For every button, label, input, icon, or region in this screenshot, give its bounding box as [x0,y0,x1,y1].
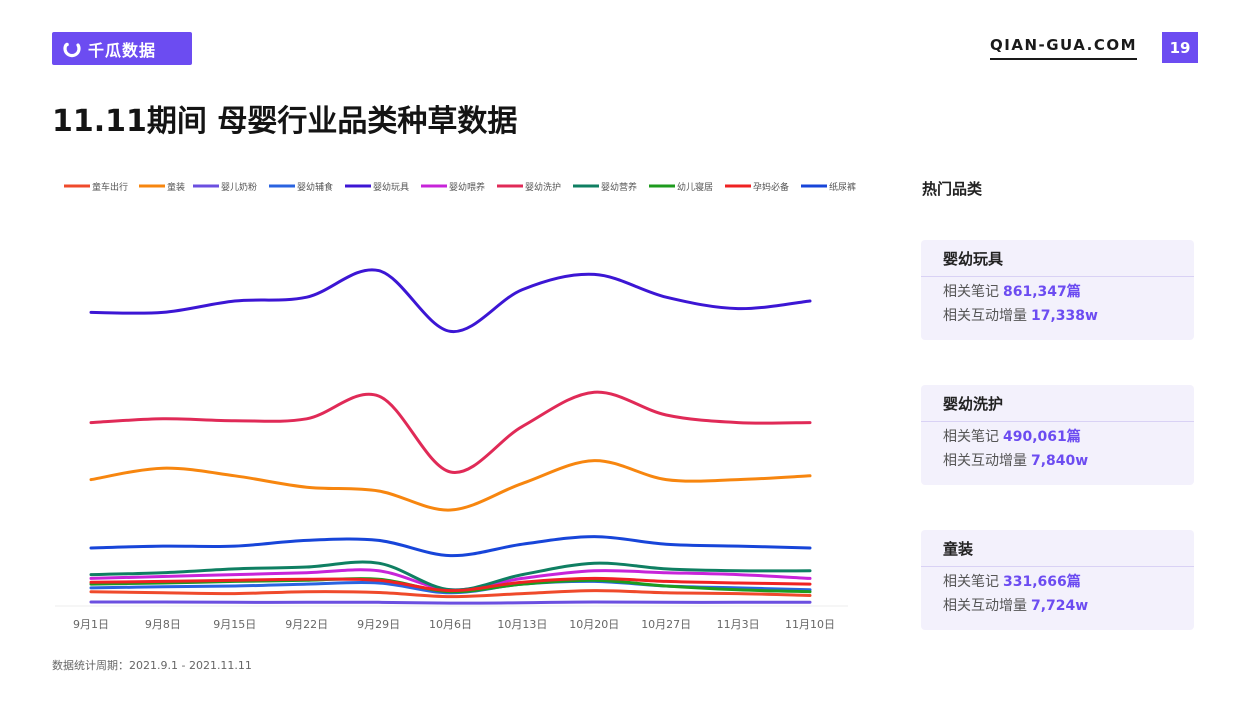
series-layer [89,268,812,605]
legend-item[interactable]: 童装 [139,181,185,193]
series-line [89,268,812,333]
legend-label: 纸尿裤 [829,181,856,193]
legend-item[interactable]: 婴幼辅食 [269,181,333,193]
x-tick-label: 11月3日 [717,618,760,631]
legend-label: 婴幼洗护 [525,181,561,193]
notes-value: 861,347篇 [1003,284,1081,300]
category-name: 婴幼洗护 [921,385,1194,422]
series-line [89,535,812,558]
x-tick-label: 9月22日 [285,618,328,631]
interaction-row: 相关互动增量 7,840w [921,452,1194,470]
legend-item[interactable]: 婴儿奶粉 [193,181,257,193]
series-line [89,600,812,605]
legend-item[interactable]: 纸尿裤 [801,181,856,193]
chart-legend: 童车出行 童装 婴儿奶粉 婴幼辅食 婴幼玩具 婴幼喂养 婴幼洗护 婴幼营养 幼儿寝居 孕妈必备 纸尿… [64,181,856,193]
interaction-label: 相关互动增量 [943,453,1027,469]
data-period-note: 数据统计周期：2021.9.1 - 2021.11.11 [52,659,252,672]
legend-label: 婴幼玩具 [373,181,409,193]
notes-label: 相关笔记 [943,284,999,300]
interaction-value: 7,840w [1031,453,1089,469]
legend-label: 婴儿奶粉 [221,181,257,193]
legend-label: 孕妈必备 [753,181,789,193]
line-chart: 童车出行 童装 婴儿奶粉 婴幼辅食 婴幼玩具 婴幼喂养 婴幼洗护 婴幼营养 幼儿寝居 孕妈必备 纸尿… [55,181,856,631]
legend-item[interactable]: 幼儿寝居 [649,181,713,193]
x-tick-label: 10月13日 [497,618,547,631]
series-line [89,589,812,599]
x-tick-label: 9月15日 [213,618,256,631]
interaction-value: 17,338w [1031,308,1098,324]
hot-categories-heading: 热门品类 [922,180,983,198]
legend-item[interactable]: 婴幼玩具 [345,181,409,193]
legend-label: 童车出行 [92,181,128,193]
interaction-label: 相关互动增量 [943,308,1027,324]
notes-label: 相关笔记 [943,429,999,445]
category-card-care: 婴幼洗护 相关笔记 490,061篇 相关互动增量 7,840w [921,385,1194,485]
legend-label: 婴幼喂养 [449,181,485,193]
interaction-row: 相关互动增量 17,338w [921,307,1194,325]
x-tick-labels: 9月1日 9月8日 9月15日 9月22日 9月29日 10月6日 10月13日 10月20日… [73,618,835,631]
legend-label: 婴幼辅食 [297,181,333,193]
category-card-toys: 婴幼玩具 相关笔记 861,347篇 相关互动增量 17,338w [921,240,1194,340]
notes-value: 490,061篇 [1003,429,1081,445]
x-tick-label: 9月1日 [73,618,109,631]
interaction-row: 相关互动增量 7,724w [921,597,1194,615]
x-tick-label: 10月6日 [429,618,472,631]
category-card-clothing: 童装 相关笔记 331,666篇 相关互动增量 7,724w [921,530,1194,630]
x-tick-label: 10月20日 [569,618,619,631]
x-tick-label: 11月10日 [785,618,835,631]
notes-row: 相关笔记 331,666篇 [921,573,1194,591]
notes-row: 相关笔记 861,347篇 [921,283,1194,301]
legend-label: 幼儿寝居 [677,181,713,193]
legend-item[interactable]: 婴幼洗护 [497,181,561,193]
x-tick-label: 9月8日 [145,618,181,631]
page-number: 19 [1162,32,1198,63]
notes-value: 331,666篇 [1003,574,1081,590]
notes-row: 相关笔记 490,061篇 [921,428,1194,446]
notes-label: 相关笔记 [943,574,999,590]
legend-item[interactable]: 婴幼营养 [573,181,637,193]
x-tick-label: 9月29日 [357,618,400,631]
site-url[interactable]: QIAN-GUA.COM [990,36,1138,60]
interaction-value: 7,724w [1031,598,1089,614]
legend-item[interactable]: 孕妈必备 [725,181,789,193]
interaction-label: 相关互动增量 [943,598,1027,614]
legend-item[interactable]: 童车出行 [64,181,128,193]
brand-logo: 千瓜数据 [52,32,192,65]
qiangua-logo-icon [63,42,81,57]
page-title: 11.11期间 母婴行业品类种草数据 [52,104,518,139]
legend-item[interactable]: 婴幼喂养 [421,181,485,193]
brand-name: 千瓜数据 [88,40,157,60]
x-tick-label: 10月27日 [641,618,691,631]
series-line [89,459,812,512]
series-line [89,390,812,474]
legend-label: 婴幼营养 [601,181,637,193]
series-line [89,576,812,593]
category-name: 童装 [921,530,1194,567]
category-name: 婴幼玩具 [921,240,1194,277]
legend-label: 童装 [167,181,185,193]
